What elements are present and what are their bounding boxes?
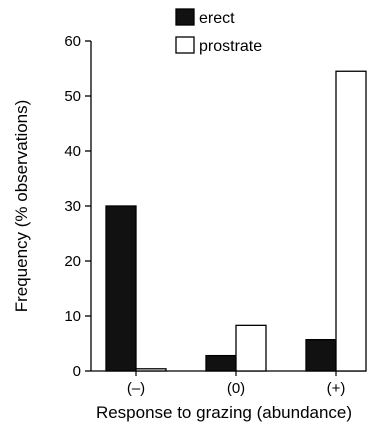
y-tick-label: 10: [64, 308, 81, 325]
y-tick-label: 30: [64, 198, 81, 215]
bars: [105, 70, 367, 372]
y-tick-label: 50: [64, 88, 81, 105]
bar-erect-1: [105, 205, 137, 372]
axes: 0 10 20 30 40 50 60 (–) (0) (+): [64, 33, 366, 397]
y-tick-label: 0: [73, 363, 81, 380]
y-tick-label: 40: [64, 143, 81, 160]
y-axis-title: Frequency (% observations): [12, 100, 31, 313]
y-tick-label: 60: [64, 33, 81, 50]
x-tick-label: (+): [327, 380, 346, 397]
bar-prostrate-1: [135, 368, 167, 372]
legend-label-erect: erect: [199, 10, 235, 27]
legend-label-prostrate: prostrate: [199, 38, 262, 55]
bar-prostrate-2: [235, 324, 267, 372]
y-tick-label: 20: [64, 253, 81, 270]
legend: erect prostrate: [175, 8, 262, 55]
legend-swatch-prostrate: [175, 36, 195, 54]
bar-erect-3: [305, 338, 337, 372]
x-tick-label: (–): [127, 380, 145, 397]
x-axis-title: Response to grazing (abundance): [96, 403, 352, 422]
bar-erect-2: [205, 354, 237, 372]
legend-swatch-erect: [175, 8, 195, 26]
bar-prostrate-3: [335, 70, 367, 372]
x-tick-label: (0): [227, 380, 245, 397]
